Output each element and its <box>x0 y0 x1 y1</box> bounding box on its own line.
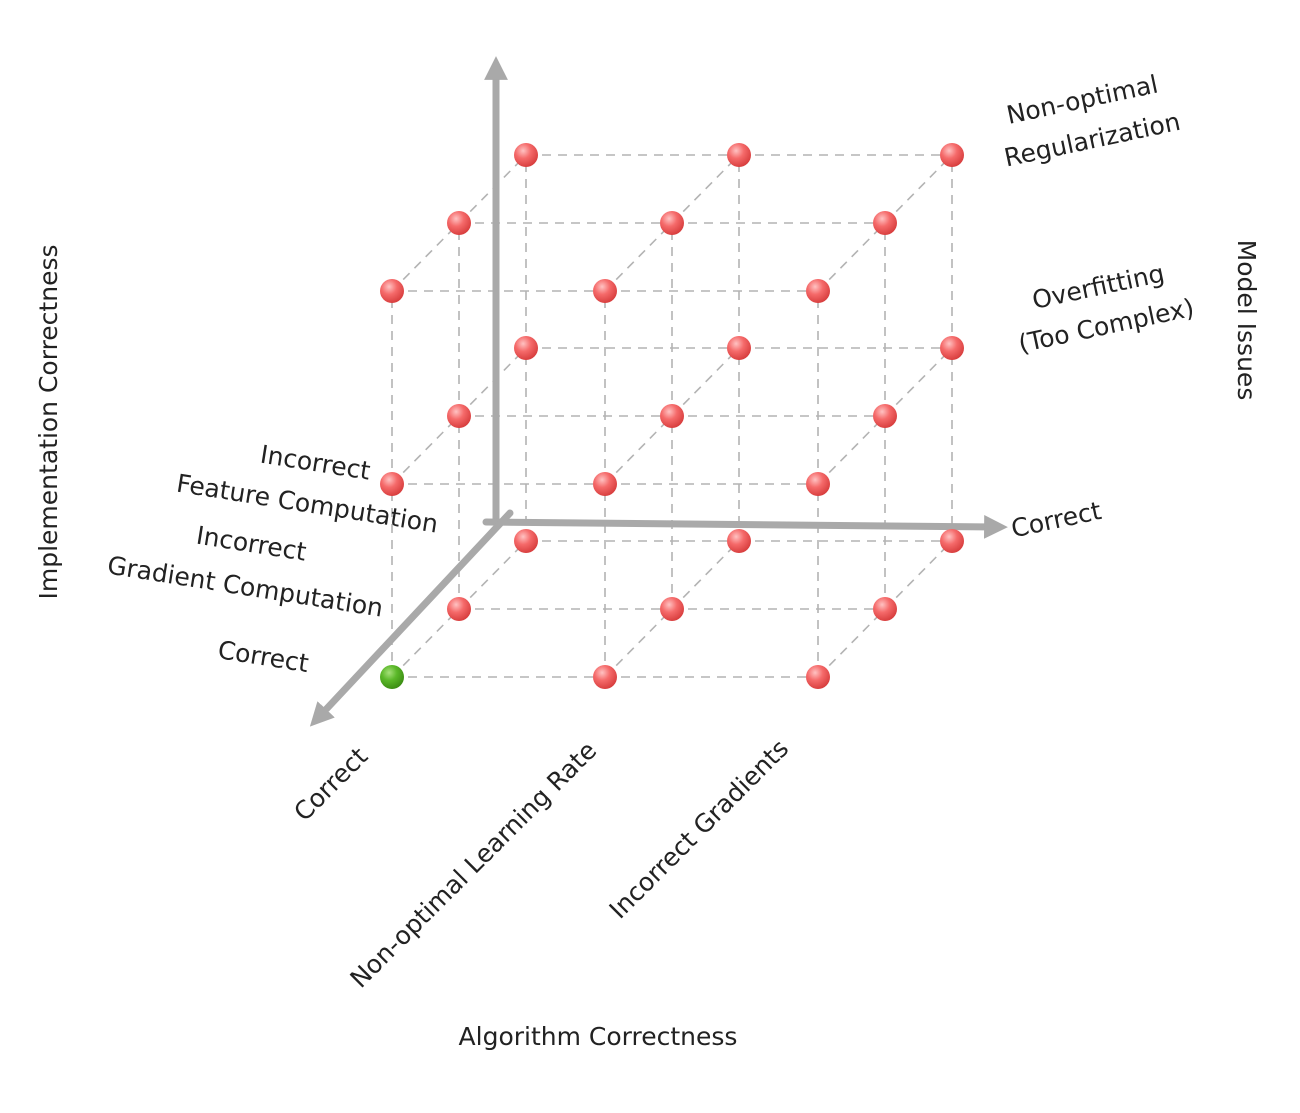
error-point <box>727 529 751 553</box>
error-point <box>727 143 751 167</box>
labels: Implementation Correctness Algorithm Cor… <box>34 70 1261 1051</box>
error-point <box>660 404 684 428</box>
error-point <box>940 529 964 553</box>
error-point <box>940 143 964 167</box>
algorithm-axis-title: Algorithm Correctness <box>459 1022 738 1051</box>
grid-line <box>671 347 740 417</box>
implementation-axis-arrow <box>309 509 514 727</box>
grid-line <box>604 222 673 292</box>
axes <box>309 56 1008 727</box>
error-point <box>660 211 684 235</box>
error-point <box>727 336 751 360</box>
error-point <box>447 597 471 621</box>
implementation-axis-title: Implementation Correctness <box>34 245 63 600</box>
error-point <box>380 472 404 496</box>
alg-label-learning-rate: Non-optimal Learning Rate <box>344 736 602 994</box>
error-point <box>806 279 830 303</box>
error-point <box>873 211 897 235</box>
grid-line <box>884 540 953 610</box>
error-point <box>593 279 617 303</box>
model-issues-axis-title: Model Issues <box>1232 240 1261 401</box>
impl-label-correct: Correct <box>216 635 311 678</box>
grid-line <box>391 608 460 678</box>
error-point <box>514 143 538 167</box>
algorithm-axis-arrow <box>482 514 1008 539</box>
error-point <box>660 597 684 621</box>
error-point <box>873 597 897 621</box>
error-point <box>873 404 897 428</box>
grid-line <box>391 222 460 292</box>
grid-line <box>817 415 886 485</box>
alg-label-gradients: Incorrect Gradients <box>604 734 795 925</box>
alg-label-correct: Correct <box>288 742 373 827</box>
error-point <box>806 472 830 496</box>
grid-line <box>671 540 740 610</box>
impl-label-feature-line1: Incorrect <box>258 440 372 486</box>
error-point <box>514 336 538 360</box>
error-point <box>447 211 471 235</box>
error-point <box>593 472 617 496</box>
grid-line <box>884 347 953 417</box>
grid-line <box>604 415 673 485</box>
grid-lines <box>391 154 953 678</box>
grid-line <box>817 608 886 678</box>
grid-line <box>884 154 953 224</box>
grid-line <box>604 608 673 678</box>
error-point <box>447 404 471 428</box>
grid-line <box>458 540 527 610</box>
grid-line <box>817 222 886 292</box>
error-point <box>380 279 404 303</box>
impl-label-gradient-line1: Incorrect <box>194 521 308 567</box>
error-point <box>806 665 830 689</box>
grid-line <box>671 154 740 224</box>
all-correct-point <box>380 665 404 689</box>
impl-label-gradient-line2: Gradient Computation <box>105 550 385 622</box>
model-label-correct: Correct <box>1009 496 1104 543</box>
grid-line <box>391 415 460 485</box>
error-points <box>380 143 964 689</box>
error-point <box>593 665 617 689</box>
error-point <box>514 529 538 553</box>
error-point <box>940 336 964 360</box>
